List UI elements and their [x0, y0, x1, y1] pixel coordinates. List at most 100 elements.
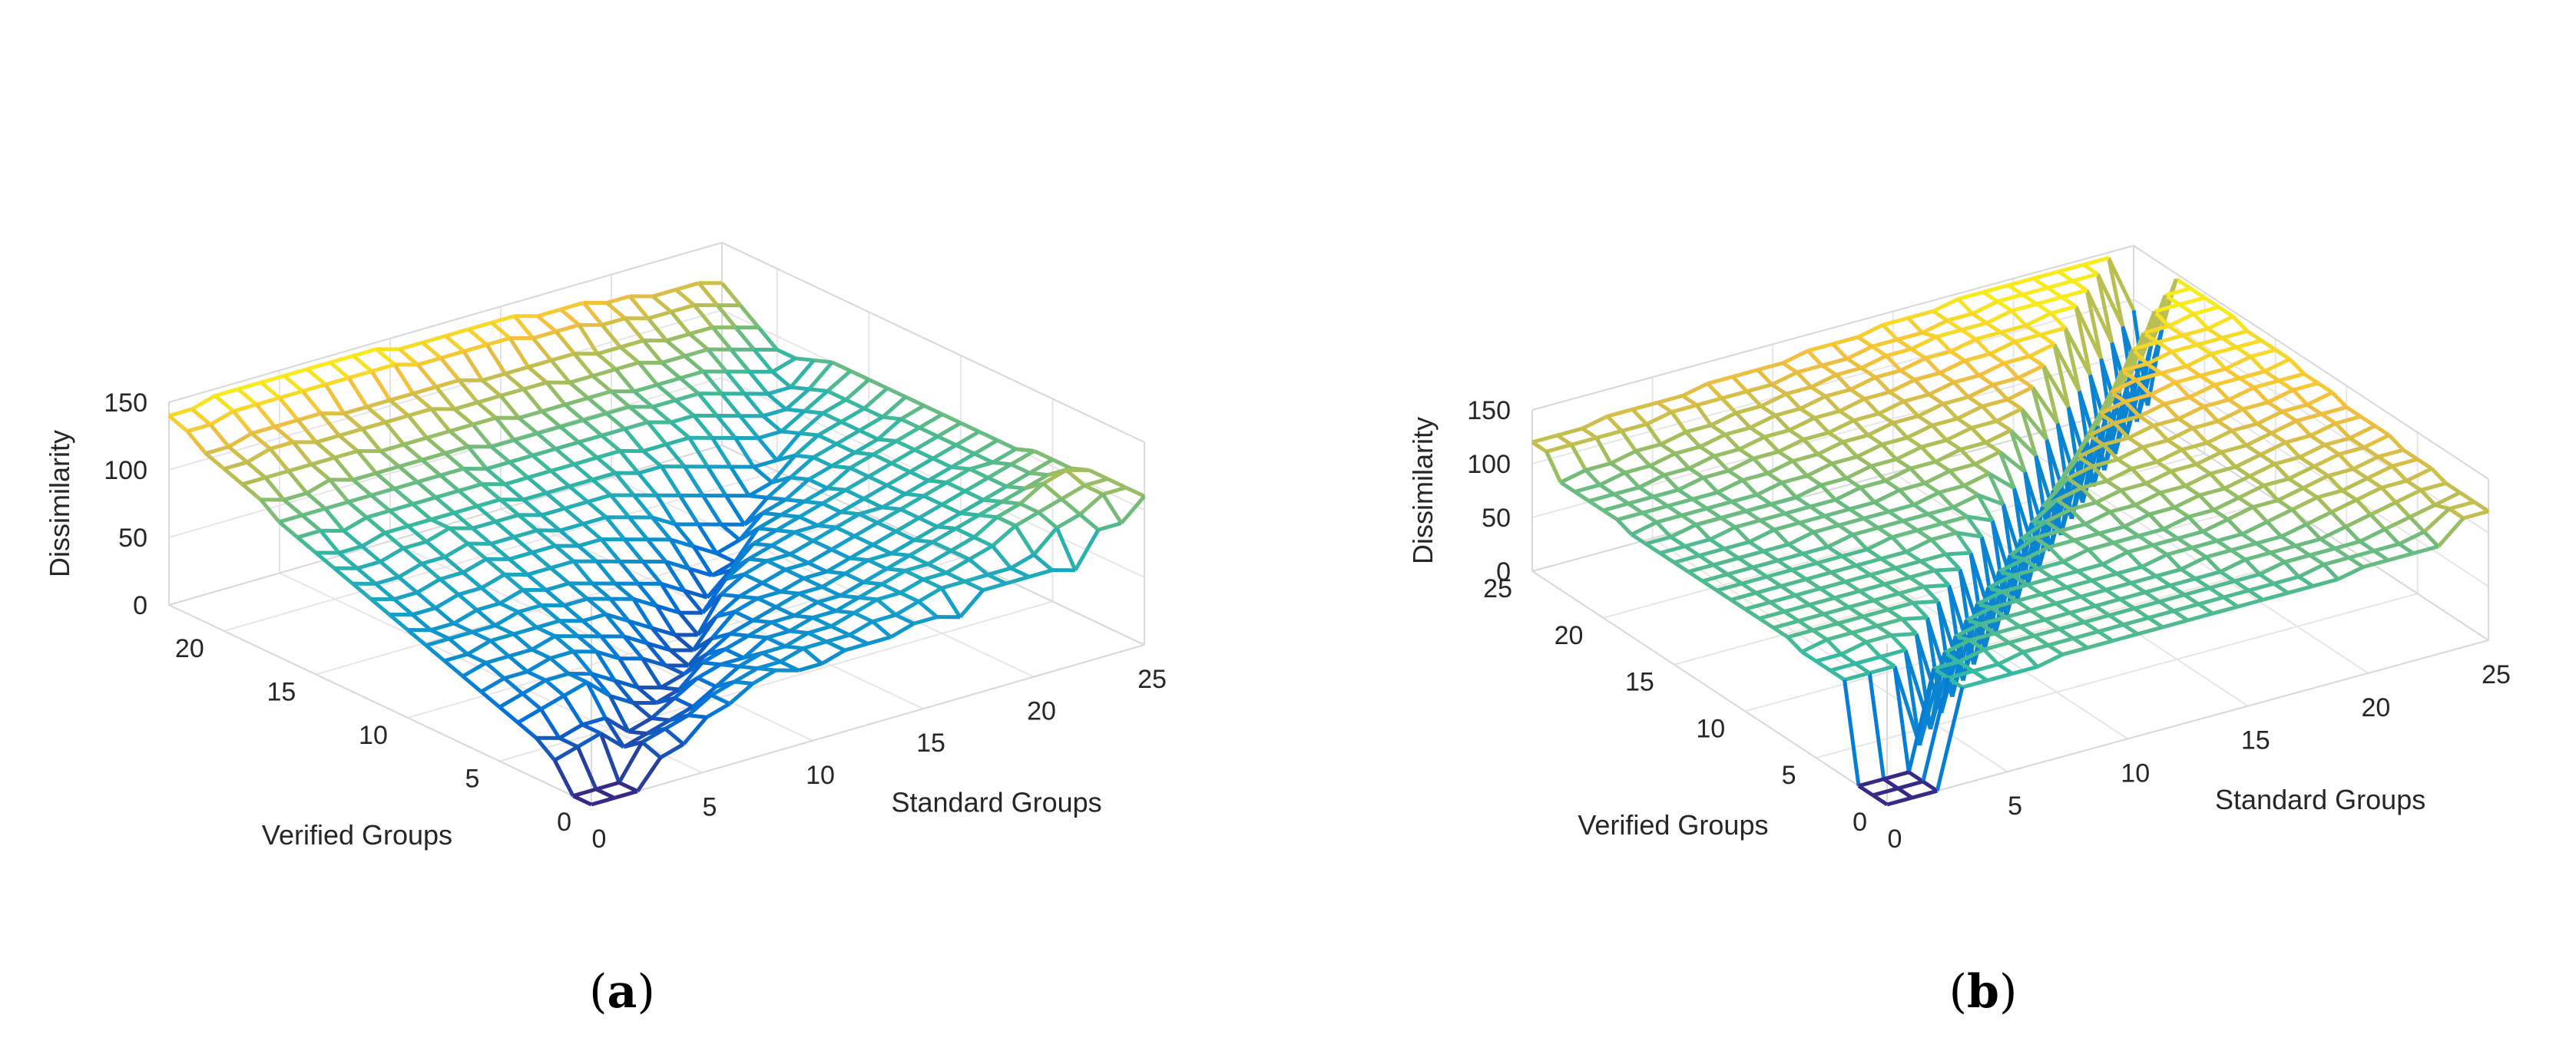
mesh-segment-a	[996, 438, 1017, 451]
mesh-segment-a	[457, 378, 479, 404]
mesh-segment-a	[927, 562, 948, 575]
mesh-segment-a	[633, 382, 658, 394]
mesh-segment-a	[535, 736, 557, 762]
mesh-segment-a	[1032, 526, 1058, 557]
mesh-segment-b	[1773, 521, 1800, 532]
mesh-segment-a	[831, 464, 851, 471]
mesh-segment-b	[2080, 587, 2107, 599]
mesh-segment-b	[1783, 610, 1800, 623]
mesh-segment-b	[1927, 505, 1954, 517]
mesh-segment-b	[2030, 601, 2057, 613]
mesh-segment-b	[2188, 395, 2205, 408]
mesh-segment-a	[633, 389, 654, 408]
mesh-segment-a	[748, 494, 768, 500]
mesh-segment-a	[714, 665, 740, 689]
mesh-segment-a	[917, 586, 943, 603]
mesh-segment-b	[2181, 441, 2208, 452]
mesh-segment-a	[835, 428, 861, 446]
mesh-segment-b	[1720, 509, 1747, 520]
mesh-segment-a	[374, 471, 396, 491]
mesh-segment-a	[389, 398, 410, 418]
mesh-segment-b	[2013, 340, 2031, 358]
mesh-segment-b	[1809, 497, 1836, 509]
mesh-segment-a	[392, 597, 414, 616]
mesh-segment-a	[412, 606, 436, 616]
mesh-segment-a	[468, 320, 492, 332]
mesh-segment-a	[564, 597, 588, 608]
box-edge-b	[1531, 570, 1888, 805]
mesh-segment-b	[2055, 498, 2072, 511]
mesh-segment-a	[747, 544, 773, 561]
mesh-segment-b	[1744, 600, 1771, 611]
mesh-segment-a	[651, 515, 676, 527]
mesh-segment-b	[1659, 544, 1686, 555]
mesh-segment-b	[2252, 386, 2270, 404]
mesh-segment-b	[1866, 547, 1882, 560]
mesh-segment-b	[1756, 481, 1783, 497]
mesh-segment-b	[1787, 530, 1815, 547]
mesh-segment-b	[1855, 564, 1872, 577]
mesh-segment-a	[263, 476, 286, 501]
mesh-segment-b	[2276, 498, 2293, 511]
mesh-segment-a	[807, 624, 832, 635]
mesh-segment-b	[1906, 435, 1923, 449]
mesh-segment-a	[600, 434, 622, 453]
mesh-segment-b	[1648, 464, 1666, 477]
mesh-segment-a	[513, 431, 538, 442]
mesh-segment-b	[1958, 647, 1985, 664]
mesh-segment-a	[826, 556, 851, 573]
y-tick-label-a: 5	[465, 764, 480, 793]
mesh-segment-b	[2167, 438, 2184, 451]
mesh-segment-a	[770, 544, 791, 557]
mesh-segment-b	[1993, 631, 2011, 645]
mesh-segment-a	[494, 623, 515, 636]
mesh-segment-a	[964, 580, 985, 592]
mesh-segment-a	[277, 520, 300, 539]
mesh-segment-a	[895, 529, 916, 542]
mesh-segment-a	[849, 452, 875, 470]
mesh-segment-a	[568, 672, 588, 685]
mesh-segment-b	[1674, 452, 1691, 470]
mesh-segment-b	[1931, 530, 1958, 542]
mesh-segment-b	[1760, 404, 1776, 418]
mesh-segment-b	[1631, 520, 1658, 537]
mesh-segment-a	[817, 433, 838, 446]
mesh-segment-a	[1018, 481, 1045, 505]
mesh-segment-a	[208, 423, 230, 448]
mesh-segment-b	[1988, 352, 2005, 365]
mesh-segment-a	[627, 405, 650, 424]
mesh-segment-a	[328, 478, 350, 504]
mesh-segment-b	[1802, 438, 1819, 456]
mesh-segment-b	[2098, 623, 2124, 634]
mesh-segment-a	[859, 505, 883, 516]
mesh-segment-a	[899, 507, 920, 520]
mesh-segment-a	[581, 716, 606, 727]
mesh-segment-a	[996, 501, 1021, 519]
mesh-segment-b	[1776, 559, 1793, 572]
mesh-segment-b	[2184, 586, 2210, 597]
mesh-segment-a	[329, 354, 354, 365]
mesh-segment-a	[761, 644, 786, 655]
mesh-segment-b	[1607, 407, 1634, 418]
mesh-segment-b	[1710, 411, 1737, 428]
mesh-segment-b	[2344, 513, 2372, 529]
mesh-segment-a	[296, 536, 317, 554]
mesh-segment-a	[503, 669, 528, 680]
mesh-segment-a	[779, 646, 805, 664]
mesh-segment-a	[618, 781, 639, 793]
mesh-segment-b	[1662, 474, 1680, 491]
mesh-segment-b	[2008, 633, 2035, 645]
mesh-segment-a	[408, 407, 432, 418]
mesh-segment-a	[812, 616, 833, 629]
mesh-segment-a	[539, 708, 561, 739]
mesh-segment-b	[1870, 457, 1897, 468]
x-tick-label-b: 15	[2241, 726, 2270, 755]
mesh-segment-b	[1862, 615, 1879, 628]
mesh-segment-a	[909, 554, 929, 567]
mesh-segment-a	[816, 510, 843, 527]
mesh-segment-a	[627, 619, 653, 630]
mesh-segment-b	[1935, 686, 1965, 792]
mesh-segment-b	[1749, 425, 1766, 439]
mesh-segment-b	[2038, 560, 2064, 571]
mesh-segment-a	[587, 396, 608, 415]
